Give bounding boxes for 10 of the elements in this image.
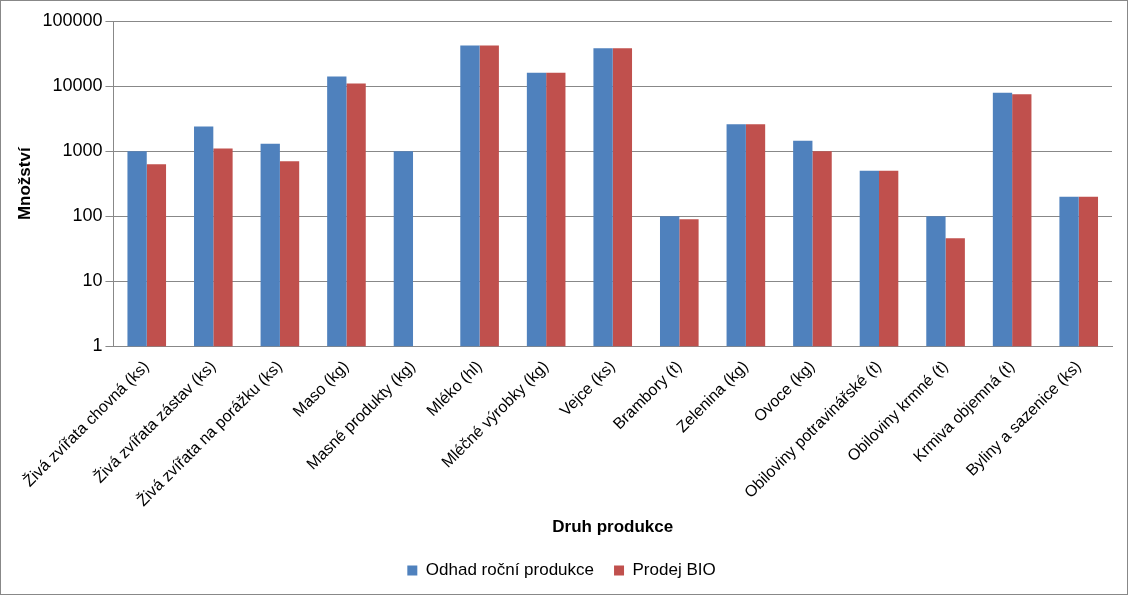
legend-label: Prodej BIO bbox=[632, 560, 716, 580]
y-tick-label: 100 bbox=[72, 205, 103, 226]
y-tick-label: 1000 bbox=[62, 140, 103, 161]
y-tick-label: 100000 bbox=[42, 9, 103, 30]
y-tick-label: 1 bbox=[92, 335, 103, 356]
y-tick-label: 10 bbox=[82, 270, 103, 291]
y-axis-title: Množství bbox=[14, 146, 34, 221]
y-tick-label: 10000 bbox=[52, 75, 103, 96]
x-axis-title: Druh produkce bbox=[552, 517, 674, 537]
legend-label: Odhad roční produkce bbox=[425, 560, 595, 580]
